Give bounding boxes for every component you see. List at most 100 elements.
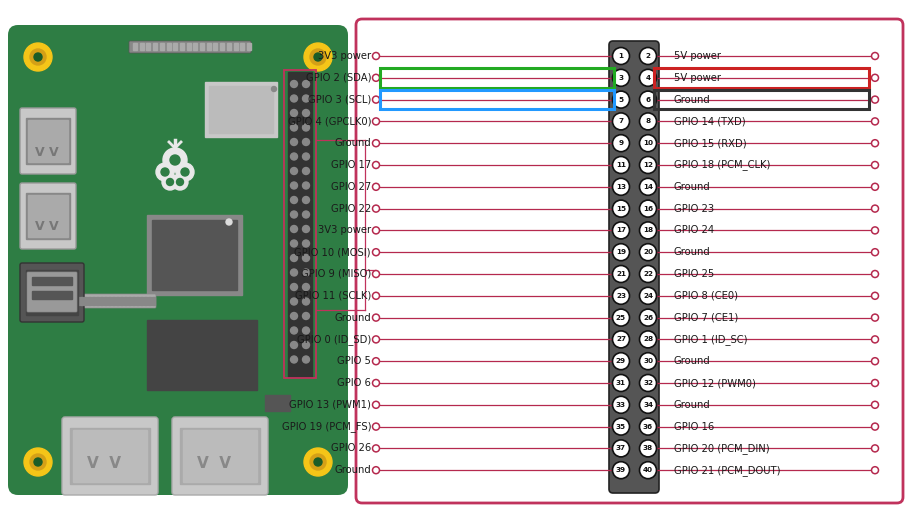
Bar [26, 270, 78, 315]
Text: GPIO 3 (SCL): GPIO 3 (SCL) [308, 95, 371, 105]
Circle shape [177, 179, 184, 185]
Circle shape [302, 313, 309, 319]
Text: 40: 40 [643, 467, 653, 473]
Circle shape [612, 244, 630, 261]
Circle shape [612, 157, 630, 174]
Text: 28: 28 [643, 336, 653, 342]
Circle shape [372, 445, 379, 452]
Circle shape [30, 49, 46, 65]
Bar [26, 193, 70, 239]
Circle shape [302, 240, 309, 247]
Circle shape [612, 200, 630, 217]
Circle shape [872, 401, 878, 408]
Bar [284, 70, 316, 378]
Circle shape [612, 91, 630, 108]
Bar [160, 43, 164, 50]
Bar [28, 195, 68, 237]
Bar [72, 297, 75, 305]
Circle shape [872, 162, 878, 168]
Circle shape [290, 327, 298, 334]
Circle shape [302, 80, 309, 88]
Bar [247, 43, 251, 50]
Circle shape [612, 331, 630, 348]
Text: 9: 9 [619, 140, 623, 146]
Text: 11: 11 [616, 162, 626, 168]
Text: GPIO 18 (PCM_CLK): GPIO 18 (PCM_CLK) [674, 160, 771, 170]
Circle shape [640, 418, 656, 435]
Text: GPIO 13 (PWM1): GPIO 13 (PWM1) [289, 400, 371, 410]
Bar [144, 297, 147, 305]
Text: Ground: Ground [674, 95, 711, 105]
Bar [73, 430, 147, 482]
Circle shape [640, 309, 656, 326]
Circle shape [640, 157, 656, 174]
Circle shape [612, 353, 630, 370]
Bar [234, 43, 238, 50]
Text: 37: 37 [616, 445, 626, 452]
Circle shape [612, 418, 630, 435]
Circle shape [310, 49, 326, 65]
Circle shape [156, 163, 174, 181]
Circle shape [372, 380, 379, 386]
Circle shape [302, 327, 309, 334]
Circle shape [302, 298, 309, 305]
Text: 33: 33 [616, 402, 626, 408]
Text: 22: 22 [643, 271, 653, 277]
Circle shape [372, 183, 379, 191]
Text: V V: V V [35, 220, 58, 233]
Circle shape [640, 331, 656, 348]
Text: 36: 36 [643, 424, 653, 430]
Circle shape [302, 269, 309, 276]
Text: Ground: Ground [334, 313, 371, 322]
Bar [92, 297, 95, 305]
Circle shape [290, 254, 298, 262]
Text: GPIO 10 (MOSI): GPIO 10 (MOSI) [295, 247, 371, 257]
Circle shape [640, 287, 656, 304]
Text: 14: 14 [643, 184, 653, 190]
Circle shape [167, 179, 174, 185]
Circle shape [372, 53, 379, 60]
Circle shape [872, 140, 878, 147]
Circle shape [872, 183, 878, 191]
Text: 21: 21 [616, 271, 626, 277]
Text: 8: 8 [645, 118, 651, 125]
Circle shape [372, 314, 379, 321]
Text: GPIO 19 (PCM_FS): GPIO 19 (PCM_FS) [281, 421, 371, 432]
Bar [70, 428, 150, 484]
Circle shape [612, 287, 630, 304]
Circle shape [163, 148, 187, 172]
Circle shape [302, 167, 309, 175]
FancyBboxPatch shape [609, 41, 659, 493]
Circle shape [302, 139, 309, 146]
Circle shape [34, 53, 42, 61]
Bar [207, 43, 211, 50]
Circle shape [302, 283, 309, 290]
Bar [140, 297, 143, 305]
Circle shape [872, 467, 878, 474]
Circle shape [872, 314, 878, 321]
Circle shape [290, 356, 298, 363]
Circle shape [302, 197, 309, 203]
Circle shape [872, 380, 878, 386]
Bar [654, 90, 869, 110]
Circle shape [226, 219, 232, 225]
Bar [32, 291, 72, 299]
Bar [187, 43, 191, 50]
Text: 5V power: 5V power [674, 51, 721, 61]
Circle shape [372, 270, 379, 278]
Circle shape [302, 356, 309, 363]
Text: GPIO 26: GPIO 26 [330, 443, 371, 453]
Circle shape [290, 313, 298, 319]
Circle shape [302, 95, 309, 102]
Text: GPIO 2 (SDA): GPIO 2 (SDA) [306, 73, 371, 83]
FancyBboxPatch shape [62, 417, 158, 495]
Text: GPIO 7 (CE1): GPIO 7 (CE1) [674, 313, 738, 322]
Text: 30: 30 [643, 358, 653, 364]
Circle shape [640, 135, 656, 152]
Circle shape [290, 153, 298, 160]
Circle shape [612, 113, 630, 130]
Circle shape [640, 397, 656, 414]
Bar [265, 395, 290, 411]
Bar [214, 43, 217, 50]
Text: GPIO 25: GPIO 25 [674, 269, 714, 279]
